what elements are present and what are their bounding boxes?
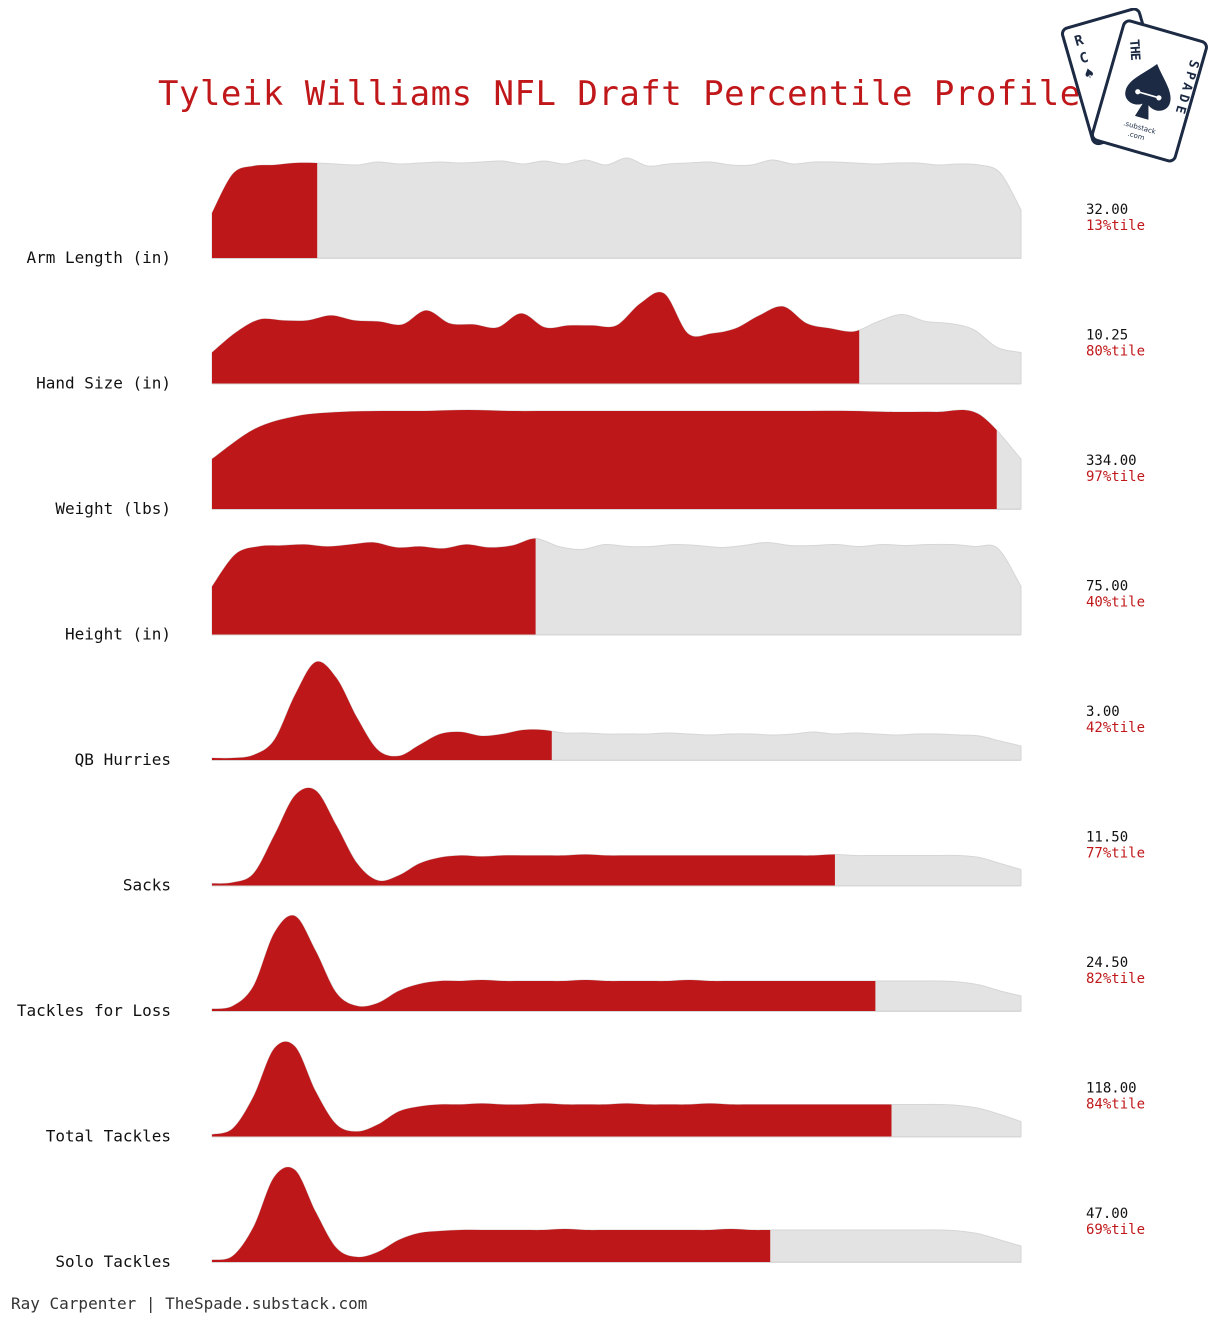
metric-percentile: 97%tile (1086, 469, 1145, 485)
metric-value: 118.00 (1086, 1081, 1137, 1097)
metric-label: Arm Length (in) (27, 248, 172, 267)
metric-percentile: 13%tile (1086, 218, 1145, 234)
density-percentile-fill (212, 292, 860, 384)
density-percentile-fill (212, 1041, 892, 1137)
density-percentile-fill (212, 410, 997, 509)
metric-value: 24.50 (1086, 955, 1128, 971)
metric-percentile: 84%tile (1086, 1097, 1145, 1113)
metric-value: 47.00 (1086, 1206, 1128, 1222)
metric-label: Sacks (123, 876, 171, 895)
density-percentile-fill (212, 1167, 771, 1262)
density-percentile-fill (212, 915, 876, 1011)
density-background (211, 157, 1022, 259)
metric-value: 11.50 (1086, 830, 1128, 846)
small-spade-icon: ♠ (1082, 65, 1097, 83)
front-card-top-text: THE (1126, 39, 1142, 61)
metric-label: Total Tackles (46, 1127, 171, 1146)
chart-title: Tyleik Williams NFL Draft Percentile Pro… (158, 74, 1081, 114)
big-spade-icon (1125, 64, 1171, 120)
metric-value: 75.00 (1086, 579, 1128, 595)
footer-credit: Ray Carpenter | TheSpade.substack.com (11, 1294, 368, 1313)
density-percentile-fill (212, 661, 552, 760)
metric-label: Weight (lbs) (55, 499, 171, 518)
density-percentile-fill (212, 787, 835, 886)
metric-percentile: 42%tile (1086, 720, 1145, 736)
density-percentile-fill (212, 162, 318, 258)
metric-label: Solo Tackles (55, 1252, 171, 1271)
metric-value: 3.00 (1086, 704, 1120, 720)
metric-label: Tackles for Loss (17, 1001, 171, 1020)
metric-value: 10.25 (1086, 328, 1128, 344)
metric-percentile: 82%tile (1086, 971, 1145, 987)
metric-percentile: 40%tile (1086, 595, 1145, 611)
metric-percentile: 80%tile (1086, 344, 1145, 360)
metric-label: Height (in) (65, 625, 171, 644)
metric-label: Hand Size (in) (36, 374, 171, 393)
density-percentile-fill (212, 538, 536, 635)
metric-value: 32.00 (1086, 202, 1128, 218)
metric-value: 334.00 (1086, 453, 1137, 469)
front-card: THE SPADE .substack .com (1090, 19, 1208, 163)
metric-label: QB Hurries (75, 750, 171, 769)
the-spade-logo: R C ♠ THE SPADE .substack .com (1058, 7, 1208, 168)
metric-percentile: 77%tile (1086, 846, 1145, 862)
metric-percentile: 69%tile (1086, 1222, 1145, 1238)
